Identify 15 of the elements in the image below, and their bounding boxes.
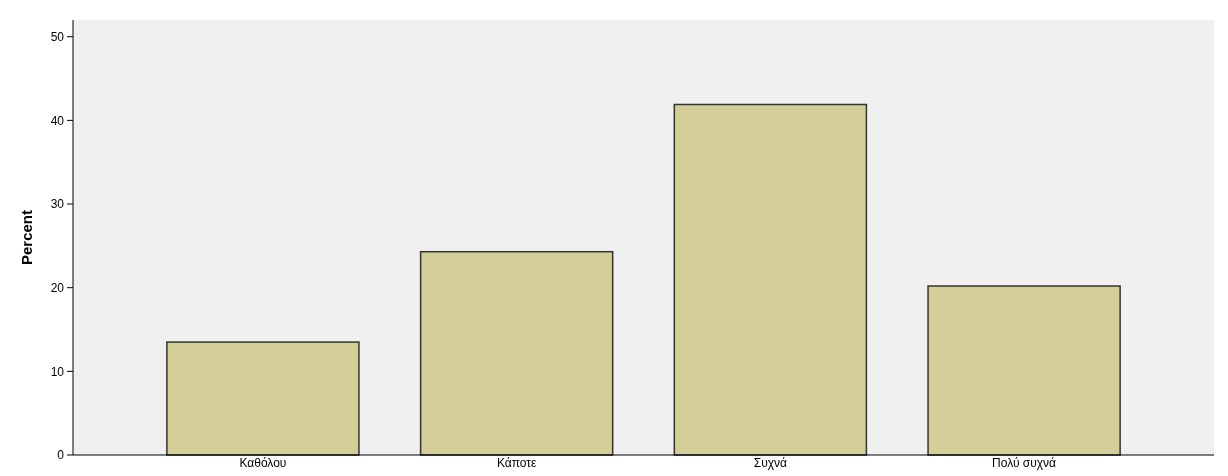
bar — [166, 341, 360, 456]
y-tick-label: 0 — [57, 448, 65, 463]
y-axis-title: Percent — [18, 209, 35, 266]
bar — [419, 250, 614, 456]
x-tick-label: Συχνά — [753, 456, 788, 470]
y-tick-label: 30 — [50, 197, 65, 212]
y-tick-label: 10 — [50, 364, 65, 379]
x-tick-label: Καθόλου — [239, 456, 287, 470]
x-tick-label: Κάποτε — [496, 456, 538, 470]
bar — [927, 285, 1121, 456]
x-tick-label: Πολύ συχνά — [992, 456, 1057, 470]
y-tick-label: 20 — [50, 280, 65, 295]
y-tick-label: 40 — [50, 113, 65, 128]
y-tick-label: 50 — [50, 29, 65, 44]
bar — [673, 103, 868, 456]
